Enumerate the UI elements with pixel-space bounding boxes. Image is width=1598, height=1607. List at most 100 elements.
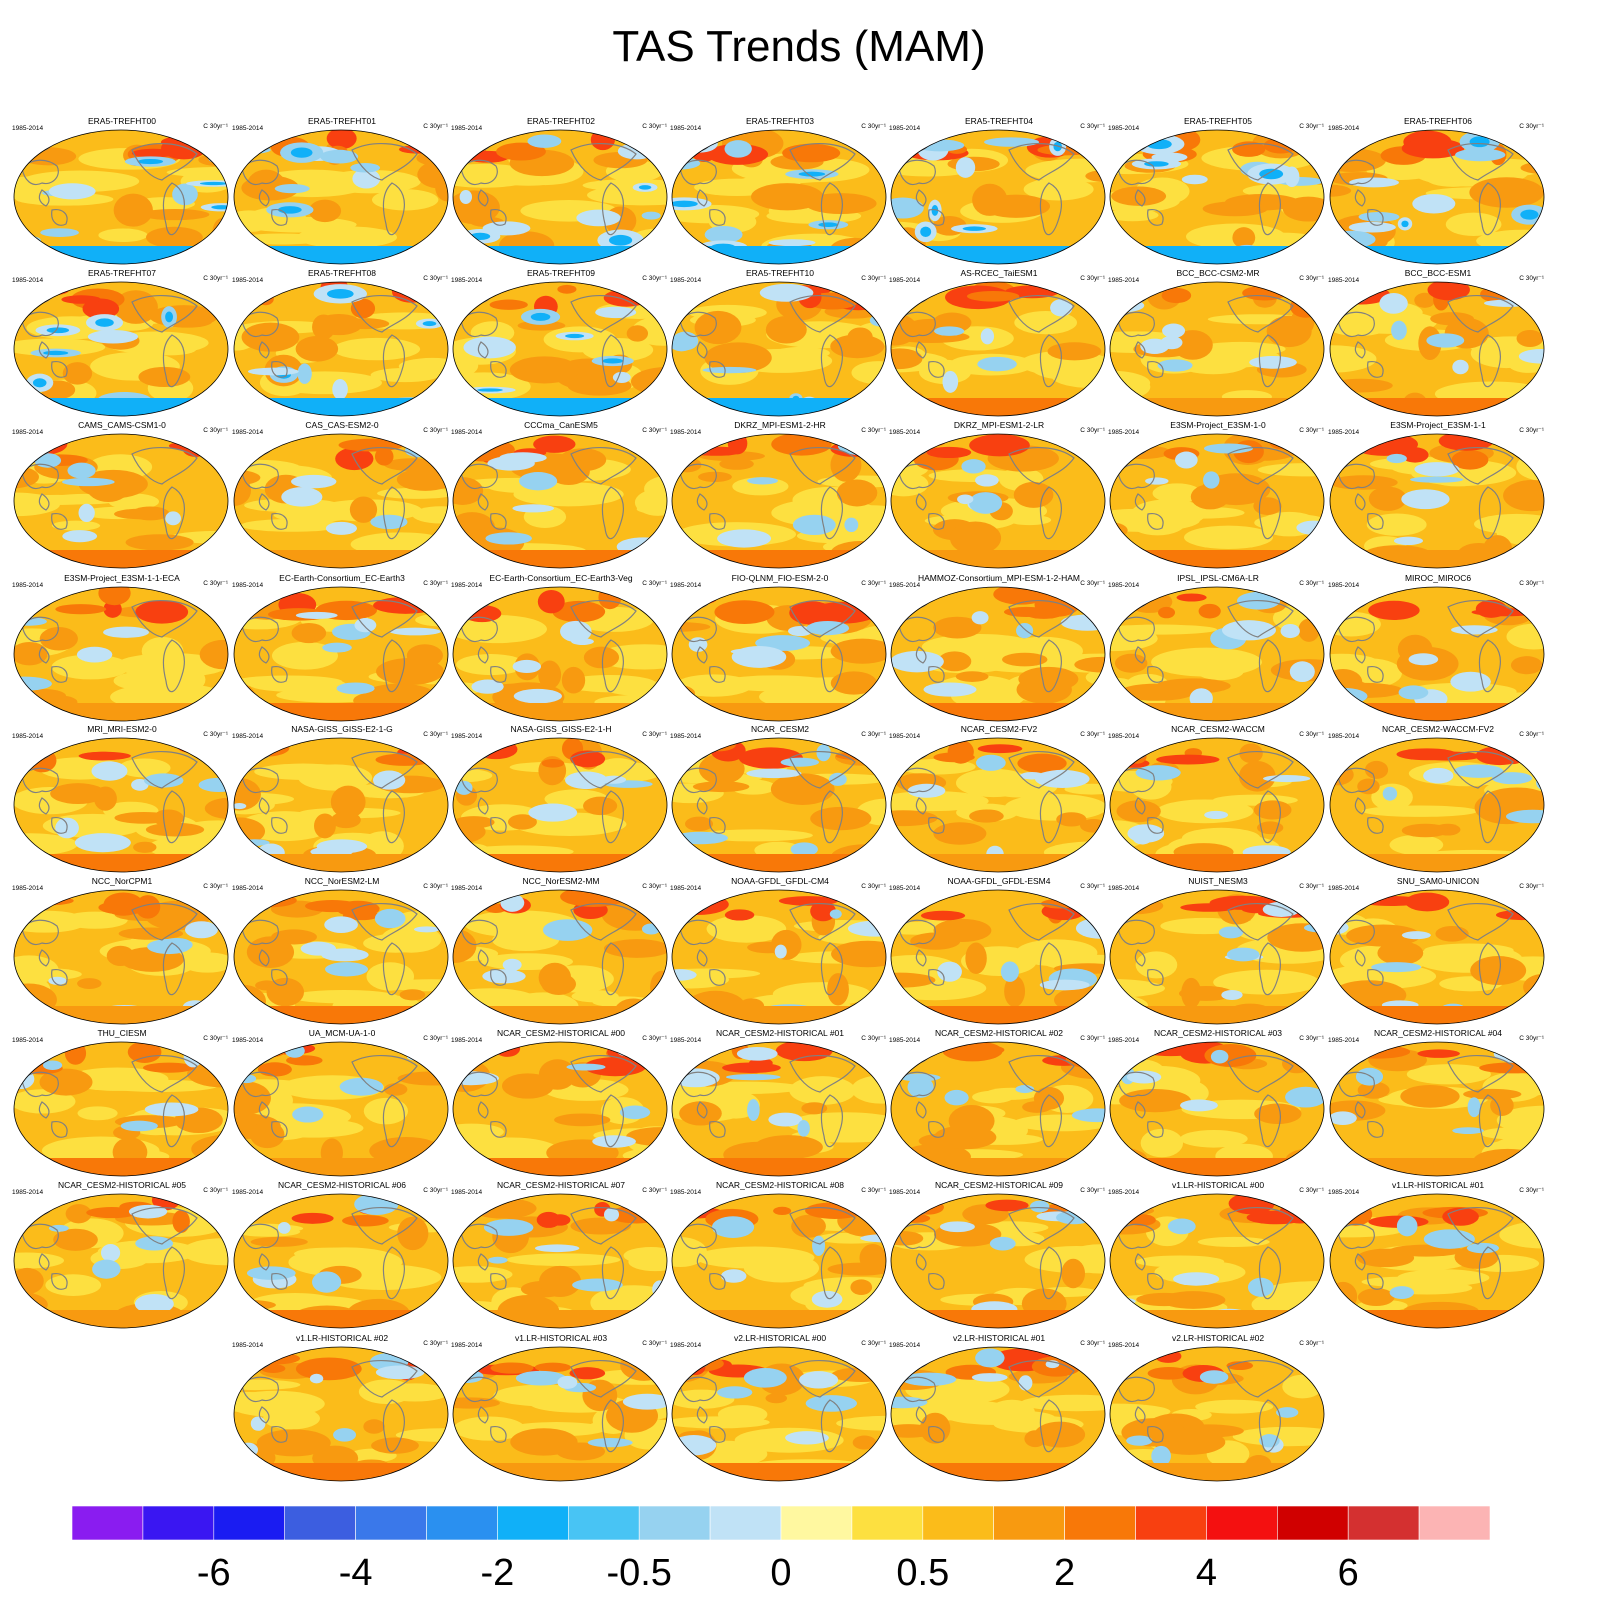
panel-units: C 30yr⁻¹ [1519,1187,1544,1194]
panel-title: DKRZ_MPI-ESM1-2-HR [734,420,826,430]
colorbar-swatch [1206,1506,1278,1541]
panel-period: 1985-2014 [670,1189,702,1196]
panel-period: 1985-2014 [670,125,702,132]
trend-map [1329,737,1545,873]
map-panel: IPSL_IPSL-CM6A-LR 1985-2014 C 30yr⁻¹ [1108,573,1328,723]
panel-title: ERA5-TREFHT08 [307,268,376,278]
panel-units: C 30yr⁻¹ [1299,1340,1324,1347]
trend-map [452,1346,668,1482]
panel-units: C 30yr⁻¹ [1299,275,1324,282]
map-panel: MIROC_MIROC6 1985-2014 C 30yr⁻¹ [1328,573,1548,723]
panel-period: 1985-2014 [670,582,702,589]
panel-period: 1985-2014 [889,277,921,284]
map-panel: BCC_BCC-ESM1 1985-2014 C 30yr⁻¹ [1328,268,1548,418]
panel-period: 1985-2014 [451,1189,483,1196]
trend-map [452,1193,668,1329]
map-panel: NCC_NorESM2-MM 1985-2014 C 30yr⁻¹ [451,876,671,1026]
colorbar-swatch [213,1506,286,1541]
trend-map [452,281,668,417]
colorbar [72,1506,1490,1541]
trend-map [1329,281,1545,417]
trend-map [233,1041,449,1177]
panel-title: FIO-QLNM_FIO-ESM-2-0 [731,573,829,583]
panel-units: C 30yr⁻¹ [1299,123,1324,130]
map-panel: ERA5-TREFHT03 1985-2014 C 30yr⁻¹ [670,116,890,266]
colorbar-swatch [142,1506,215,1541]
colorbar-swatch [284,1506,356,1541]
panel-units: C 30yr⁻¹ [1519,427,1544,434]
trend-map [1329,433,1545,569]
map-panel: NCC_NorESM2-LM 1985-2014 C 30yr⁻¹ [232,876,452,1026]
panel-period: 1985-2014 [12,1189,44,1196]
map-panel: NCAR_CESM2-WACCM 1985-2014 C 30yr⁻¹ [1108,724,1328,874]
trend-map [671,889,887,1025]
panel-title: NCAR_CESM2-HISTORICAL #00 [496,1028,625,1038]
panel-units: C 30yr⁻¹ [203,731,228,738]
trend-map [890,737,1106,873]
trend-map [13,1041,229,1177]
panel-title: v2.LR-HISTORICAL #00 [733,1333,827,1343]
map-panel: NCAR_CESM2-HISTORICAL #09 1985-2014 C 30yr… [889,1180,1109,1330]
map-panel: ERA5-TREFHT00 1985-2014 C 30yr⁻¹ [12,116,232,266]
trend-map [1109,281,1325,417]
panel-title: EC-Earth-Consortium_EC-Earth3-Veg [489,573,633,583]
panel-period: 1985-2014 [670,277,702,284]
panel-title: NCC_NorCPM1 [91,876,153,886]
map-panel: NUIST_NESM3 1985-2014 C 30yr⁻¹ [1108,876,1328,1026]
panel-units: C 30yr⁻¹ [1519,731,1544,738]
panel-units: C 30yr⁻¹ [423,1187,448,1194]
panel-title: UA_MCM-UA-1-0 [308,1028,376,1038]
colorbar-tick-label: -4 [338,1552,373,1594]
panel-title: NCAR_CESM2-HISTORICAL #09 [934,1180,1063,1190]
panel-period: 1985-2014 [889,733,921,740]
panel-title: AS-RCEC_TaiESM1 [960,268,1038,278]
panel-period: 1985-2014 [1328,125,1360,132]
panel-period: 1985-2014 [1108,1189,1140,1196]
panel-units: C 30yr⁻¹ [1080,731,1105,738]
trend-map [1109,433,1325,569]
trend-map [452,889,668,1025]
trend-map [452,129,668,265]
colorbar-swatch [709,1506,782,1541]
panel-title: SNU_SAM0-UNICON [1396,876,1480,886]
panel-period: 1985-2014 [889,125,921,132]
map-panel: DKRZ_MPI-ESM1-2-HR 1985-2014 C 30yr⁻¹ [670,420,890,570]
panel-units: C 30yr⁻¹ [642,580,667,587]
panel-period: 1985-2014 [232,885,264,892]
panel-units: C 30yr⁻¹ [642,275,667,282]
map-panel: EC-Earth-Consortium_EC-Earth3 1985-2014 C … [232,573,452,723]
colorbar-swatch [1135,1506,1207,1541]
panel-period: 1985-2014 [1328,885,1360,892]
colorbar-swatch [922,1506,994,1541]
panel-units: C 30yr⁻¹ [1080,883,1105,890]
trend-map [671,1193,887,1329]
panel-period: 1985-2014 [1328,1189,1360,1196]
map-panel: v1.LR-HISTORICAL #03 1985-2014 C 30yr⁻¹ [451,1333,671,1483]
map-panel: ERA5-TREFHT04 1985-2014 C 30yr⁻¹ [889,116,1109,266]
colorbar-swatch [1277,1506,1349,1541]
panel-units: C 30yr⁻¹ [642,1187,667,1194]
panel-period: 1985-2014 [232,1037,264,1044]
panel-units: C 30yr⁻¹ [1080,427,1105,434]
panel-title: NCC_NorESM2-MM [522,876,600,886]
panel-title: NCAR_CESM2-WACCM [1171,724,1265,734]
panel-period: 1985-2014 [451,125,483,132]
panel-period: 1985-2014 [232,733,264,740]
panel-title: NOAA-GFDL_GFDL-CM4 [731,876,829,886]
panel-units: C 30yr⁻¹ [423,1340,448,1347]
panel-period: 1985-2014 [889,429,921,436]
panel-units: C 30yr⁻¹ [423,123,448,130]
trend-map [890,281,1106,417]
panel-title: ERA5-TREFHT09 [526,268,595,278]
panel-period: 1985-2014 [1328,733,1360,740]
panel-period: 1985-2014 [12,277,44,284]
map-panel: CAS_CAS-ESM2-0 1985-2014 C 30yr⁻¹ [232,420,452,570]
panel-title: NASA-GISS_GISS-E2-1-G [291,724,393,734]
panel-period: 1985-2014 [451,582,483,589]
trend-map [233,737,449,873]
map-panel: NCAR_CESM2-HISTORICAL #03 1985-2014 C 30yr… [1108,1028,1328,1178]
panel-units: C 30yr⁻¹ [423,731,448,738]
panel-units: C 30yr⁻¹ [1080,275,1105,282]
map-panel: CCCma_CanESM5 1985-2014 C 30yr⁻¹ [451,420,671,570]
trend-map [671,1346,887,1482]
